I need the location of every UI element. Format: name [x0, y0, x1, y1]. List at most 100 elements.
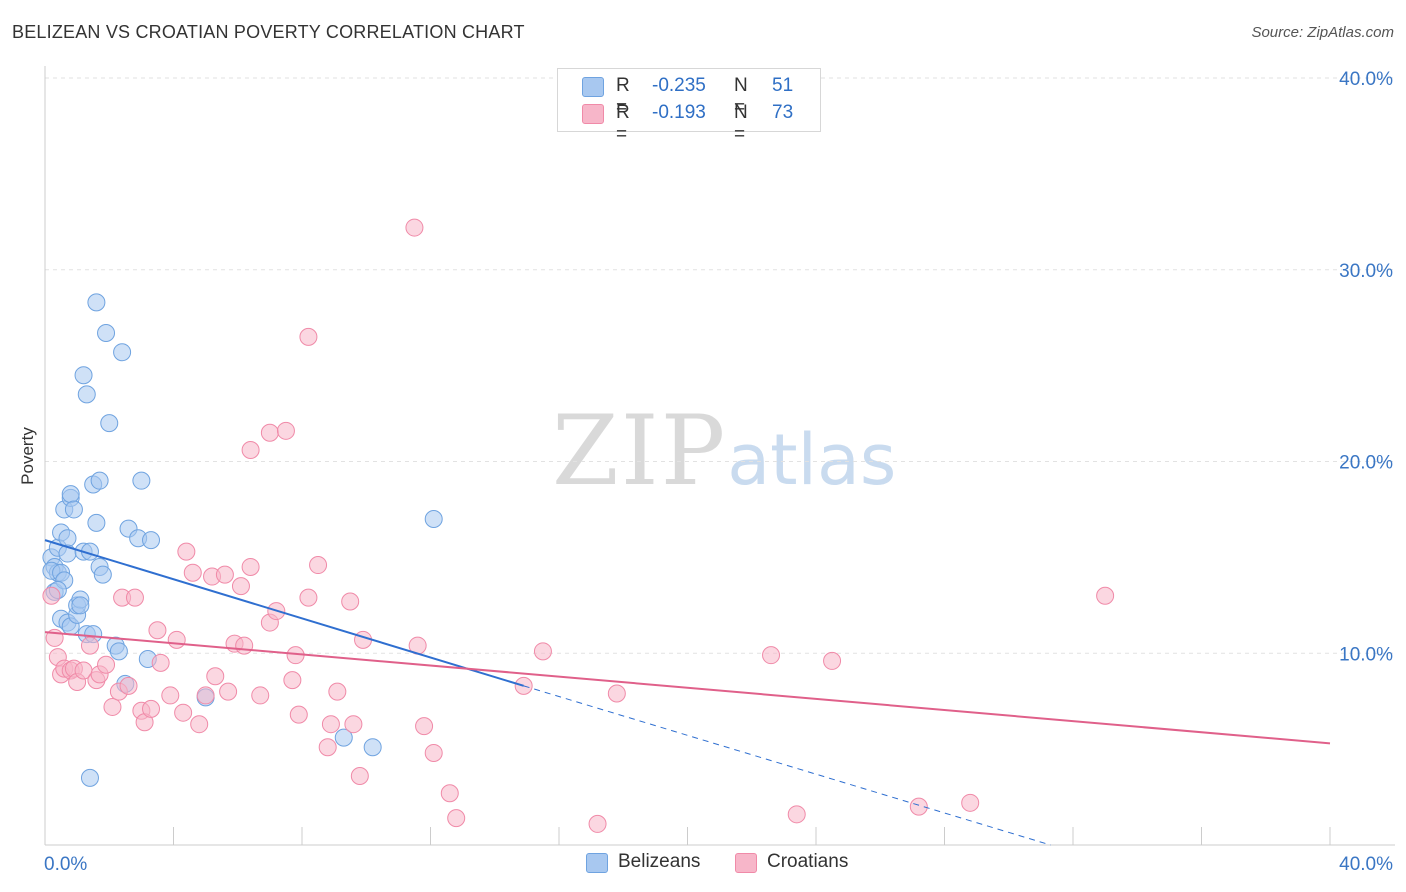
data-point: [318, 738, 337, 757]
data-point: [119, 676, 138, 695]
r-value: -0.235: [652, 75, 706, 96]
data-point: [328, 682, 347, 701]
watermark-atlas: atlas: [727, 419, 897, 501]
watermark-zip: ZIP: [552, 395, 728, 507]
data-point: [415, 717, 434, 736]
source-label: Source: ZipAtlas.com: [1251, 24, 1394, 41]
data-point: [196, 686, 215, 705]
data-point: [215, 565, 234, 584]
data-point: [299, 327, 318, 346]
y-tick-label: 20.0%: [1339, 453, 1393, 474]
data-point: [77, 385, 96, 404]
data-point: [231, 577, 250, 596]
data-point: [80, 768, 99, 787]
n-label: N =: [734, 102, 748, 145]
data-point: [42, 586, 61, 605]
data-point: [74, 366, 93, 385]
n-label: N =: [734, 75, 748, 118]
data-point: [97, 655, 116, 674]
data-point: [588, 814, 607, 833]
data-point: [276, 421, 295, 440]
data-point: [148, 621, 167, 640]
y-tick-label: 40.0%: [1339, 69, 1393, 90]
data-point: [103, 697, 122, 716]
data-point: [787, 805, 806, 824]
y-tick-label: 30.0%: [1339, 261, 1393, 282]
chart-title: BELIZEAN VS CROATIAN POVERTY CORRELATION…: [12, 22, 525, 42]
trend-line-extension: [523, 685, 1051, 846]
data-point: [125, 588, 144, 607]
legend-swatch-croatians: [582, 104, 604, 124]
data-point: [142, 531, 161, 550]
data-point: [87, 513, 106, 532]
data-point: [363, 738, 382, 757]
data-point: [235, 636, 254, 655]
data-point: [177, 542, 196, 561]
n-value: 73: [772, 102, 794, 123]
data-point: [80, 636, 99, 655]
watermark-logo: ZIPatlas: [552, 395, 896, 507]
data-point: [447, 809, 466, 828]
data-point: [113, 343, 132, 362]
data-point: [190, 715, 209, 734]
trend-line: [44, 631, 1331, 745]
data-point: [260, 423, 279, 442]
data-point: [283, 671, 302, 690]
data-point: [206, 667, 225, 686]
trend-lines: [44, 539, 1331, 846]
data-point: [87, 293, 106, 312]
data-point: [321, 715, 340, 734]
data-point: [961, 793, 980, 812]
trend-line: [44, 539, 524, 687]
correlation-legend: R = -0.235 N = 51 R = -0.193 N = 73: [557, 68, 821, 145]
y-tick-label: 10.0%: [1339, 644, 1393, 665]
data-point: [61, 485, 80, 504]
data-point: [341, 592, 360, 611]
legend-swatch-croatians: [735, 853, 757, 873]
data-point: [823, 651, 842, 670]
data-point: [299, 588, 318, 607]
data-point: [309, 556, 328, 575]
data-point: [405, 218, 424, 237]
r-value: -0.193: [652, 102, 706, 123]
data-point: [344, 715, 363, 734]
data-point: [533, 642, 552, 661]
data-point: [289, 705, 308, 724]
tick-labels: 10.0% 20.0% 30.0% 40.0% 0.0% 40.0% Poverty: [18, 69, 1393, 875]
data-point: [142, 699, 161, 718]
r-label: R =: [616, 102, 630, 145]
data-point: [1096, 586, 1115, 605]
series-belizeans-points: [42, 293, 443, 787]
data-point: [424, 510, 443, 529]
data-point: [354, 630, 373, 649]
series-croatians-points: [42, 218, 1115, 833]
data-point: [97, 324, 116, 343]
data-point: [183, 563, 202, 582]
legend-label-croatians: Croatians: [767, 851, 849, 872]
n-value: 51: [772, 75, 794, 96]
axes: [44, 66, 1395, 846]
data-point: [151, 653, 170, 672]
x-tick-label: 40.0%: [1339, 854, 1393, 875]
data-point: [71, 596, 90, 615]
data-point: [440, 784, 459, 803]
y-axis-title: Poverty: [18, 427, 37, 485]
data-point: [161, 686, 180, 705]
data-point: [334, 728, 353, 747]
data-point: [219, 682, 238, 701]
data-point: [424, 743, 443, 762]
data-point: [607, 684, 626, 703]
data-point: [350, 766, 369, 785]
data-point: [90, 471, 109, 490]
data-point: [167, 630, 186, 649]
data-point: [132, 471, 151, 490]
data-point: [241, 440, 260, 459]
r-label: R =: [616, 75, 630, 118]
data-point: [762, 646, 781, 665]
data-point: [174, 703, 193, 722]
data-point: [241, 557, 260, 576]
data-point: [909, 797, 928, 816]
data-point: [109, 642, 128, 661]
data-point: [251, 686, 270, 705]
